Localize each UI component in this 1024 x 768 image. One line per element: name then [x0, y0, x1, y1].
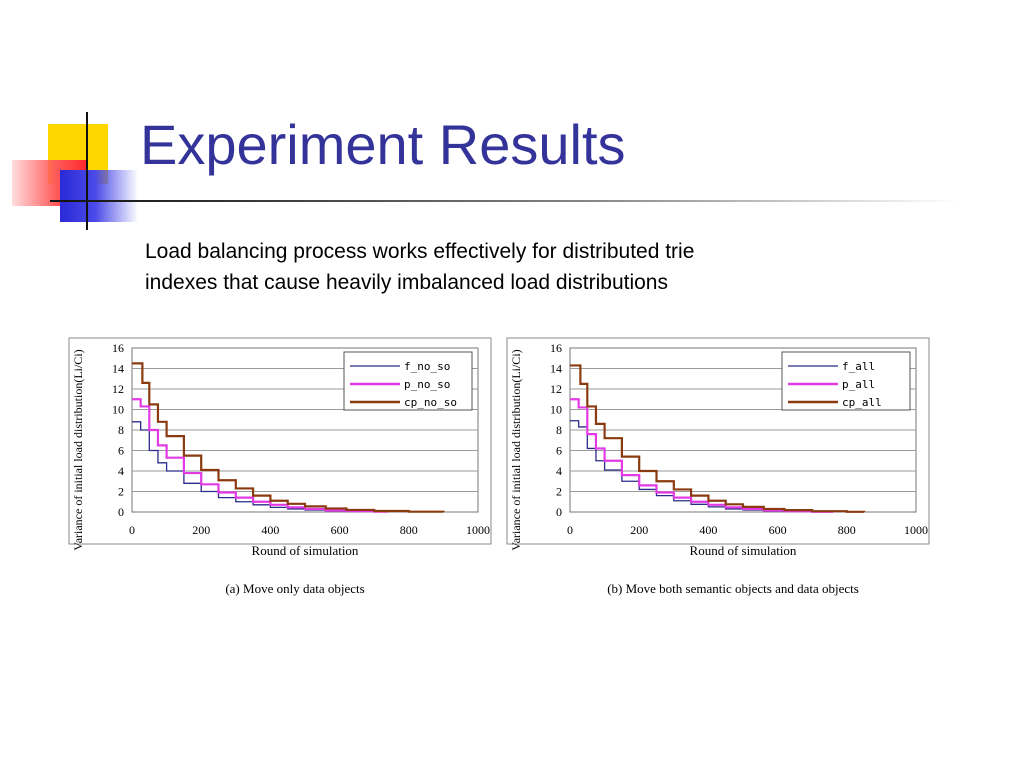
x-tick-label: 800 [838, 523, 856, 537]
legend-label: f_all [842, 360, 875, 373]
y-tick-label: 0 [556, 505, 562, 519]
chart-caption: (b) Move both semantic objects and data … [607, 581, 859, 596]
x-tick-label: 600 [769, 523, 787, 537]
legend-label: cp_no_so [404, 396, 457, 409]
y-tick-label: 4 [556, 464, 562, 478]
legend-label: cp_all [842, 396, 882, 409]
y-axis-label: Variance of initial load distribution(Li… [71, 349, 85, 550]
x-tick-label: 400 [699, 523, 717, 537]
legend-label: f_no_so [404, 360, 450, 373]
y-tick-label: 8 [556, 423, 562, 437]
x-axis-label: Round of simulation [690, 543, 797, 558]
y-tick-label: 16 [550, 341, 562, 355]
y-tick-label: 2 [556, 485, 562, 499]
y-tick-label: 4 [118, 464, 124, 478]
subtitle-line: indexes that cause heavily imbalanced lo… [145, 271, 668, 294]
y-tick-label: 10 [550, 403, 562, 417]
legend-label: p_all [842, 378, 875, 391]
x-tick-label: 600 [331, 523, 349, 537]
x-tick-label: 200 [192, 523, 210, 537]
y-tick-label: 14 [112, 362, 124, 376]
x-tick-label: 400 [261, 523, 279, 537]
series-line-cp_no_so [132, 362, 445, 513]
series-line-cp_all [570, 364, 866, 513]
series-line-p_all [570, 398, 835, 513]
subtitle-line: Load balancing process works effectively… [145, 240, 695, 263]
legend-box [343, 351, 473, 411]
x-tick-label: 200 [630, 523, 648, 537]
x-axis-label: Round of simulation [252, 543, 359, 558]
x-tick-label: 800 [400, 523, 418, 537]
x-tick-label: 1000 [466, 523, 490, 537]
y-tick-label: 8 [118, 423, 124, 437]
y-tick-label: 12 [112, 382, 124, 396]
y-tick-label: 6 [556, 444, 562, 458]
y-tick-label: 12 [550, 382, 562, 396]
decor-vertical-line [86, 112, 88, 230]
y-tick-label: 16 [112, 341, 124, 355]
x-tick-label: 0 [129, 523, 135, 537]
y-tick-label: 14 [550, 362, 562, 376]
slide-title: Experiment Results [140, 113, 626, 176]
y-tick-label: 2 [118, 485, 124, 499]
legend-box [781, 351, 911, 411]
title-underline [50, 200, 960, 202]
x-tick-label: 1000 [904, 523, 928, 537]
chart-b: 0 2 4 6 8 10 12 14 16 0 200 400 600 800 1000 f_all p_all… [506, 337, 930, 596]
decor-blue-square [60, 170, 138, 222]
y-axis-label: Variance of initial load distribution(Li… [509, 349, 523, 550]
chart-a: 0 2 4 6 8 10 12 14 16 0 200 400 600 800 1000 f_no_so p_n… [68, 337, 492, 596]
series-line-p_no_so [132, 398, 390, 513]
chart-caption: (a) Move only data objects [225, 581, 364, 596]
slide-subtitle: Load balancing process works effectively… [145, 236, 845, 298]
y-tick-label: 6 [118, 444, 124, 458]
x-tick-label: 0 [567, 523, 573, 537]
y-tick-label: 10 [112, 403, 124, 417]
legend-label: p_no_so [404, 378, 450, 391]
y-tick-label: 0 [118, 505, 124, 519]
